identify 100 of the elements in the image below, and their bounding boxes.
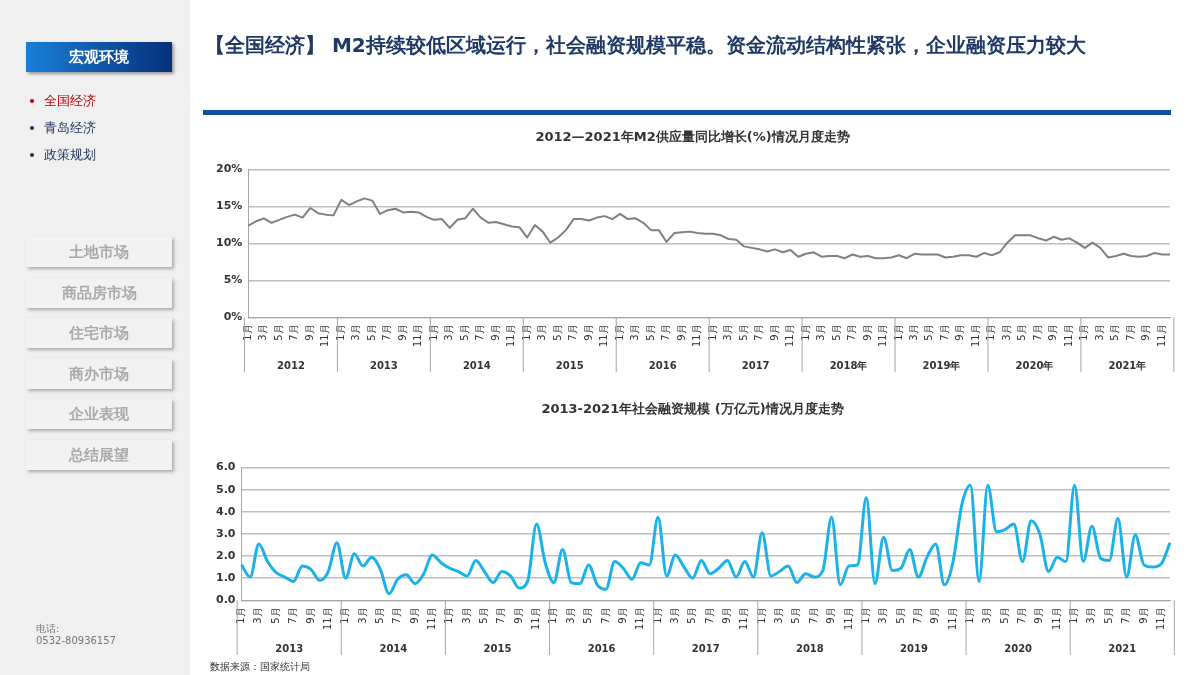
- x-tick-label: 11月: [505, 324, 517, 348]
- x-tick-label: 11月: [425, 607, 437, 631]
- text: 【全国经济】 M2持续较低区域运行，社会融资规模平稳。资金流动结构性紧张，企业融资压力较大: [205, 32, 1087, 59]
- x-tick-label: 3月: [981, 607, 993, 624]
- x-tick-label: 7月: [753, 324, 765, 341]
- x-tick-label: 9月: [1047, 324, 1059, 341]
- x-tick-label: 7月: [495, 607, 507, 624]
- x-tick-label: 11月: [321, 607, 333, 631]
- x-tick-label: 1月: [799, 324, 811, 341]
- text: 2012: [277, 359, 305, 371]
- x-tick-label: 3月: [1093, 324, 1105, 341]
- x-tick-label: 1月: [443, 607, 455, 624]
- x-tick-label: 7月: [660, 324, 672, 341]
- x-tick-label: 3月: [356, 607, 368, 624]
- x-tick-label: 1月: [706, 324, 718, 341]
- x-tick-label: 3月: [564, 607, 576, 624]
- x-tick-label: 5月: [790, 607, 802, 624]
- x-tick-label: 3月: [350, 324, 362, 341]
- x-tick-label: 11月: [784, 324, 796, 348]
- text: 2013: [275, 642, 304, 654]
- x-tick-label: 5月: [644, 324, 656, 341]
- x-tick-label: 1月: [859, 607, 871, 624]
- text: 全国经济: [44, 92, 96, 110]
- y-tick-label: 0%: [223, 310, 243, 324]
- x-tick-label: 9月: [616, 607, 628, 624]
- x-tick-label: 5月: [830, 324, 842, 341]
- x-tick-label: 5月: [582, 607, 594, 624]
- x-tick-label: 1月: [651, 607, 663, 624]
- y-tick-label: 3.0: [215, 526, 236, 540]
- text: 2019年: [922, 359, 961, 371]
- text: 2014: [379, 642, 408, 654]
- x-tick-label: 11月: [1155, 324, 1167, 348]
- text: 2021: [1108, 642, 1137, 654]
- x-tick-label: 3月: [722, 324, 734, 341]
- x-tick-label: 7月: [846, 324, 858, 341]
- y-tick-label: 5.0: [215, 482, 236, 496]
- text: 2014: [462, 359, 491, 371]
- x-tick-label: 3月: [629, 324, 641, 341]
- x-tick-label: 9月: [825, 607, 837, 624]
- x-tick-label: 5月: [551, 324, 563, 341]
- x-tick-label: 7月: [911, 607, 923, 624]
- x-tick-label: 5月: [458, 324, 470, 341]
- x-tick-label: 7月: [1031, 324, 1043, 341]
- x-tick-label: 9月: [861, 324, 873, 341]
- x-tick-label: 7月: [391, 607, 403, 624]
- x-tick-label: 9月: [303, 324, 315, 341]
- x-tick-label: 3月: [460, 607, 472, 624]
- x-tick-label: 9月: [396, 324, 408, 341]
- x-tick-label: 11月: [412, 324, 424, 348]
- x-tick-label: 3月: [536, 324, 548, 341]
- text: 2017: [741, 359, 770, 371]
- x-tick-label: 11月: [530, 607, 542, 631]
- text: 商办市场: [26, 358, 172, 389]
- x-tick-label: 5月: [737, 324, 749, 341]
- x-tick-label: 7月: [381, 324, 393, 341]
- x-tick-label: 11月: [598, 324, 610, 348]
- x-tick-label: 11月: [1062, 324, 1074, 348]
- x-tick-label: 1月: [427, 324, 439, 341]
- x-tick-label: 7月: [288, 324, 300, 341]
- text: 企业表现: [26, 399, 172, 429]
- x-tick-label: 5月: [373, 607, 385, 624]
- text: 2013: [369, 359, 398, 371]
- line-series: [239, 483, 1172, 596]
- x-tick-label: 5月: [686, 607, 698, 624]
- x-tick-label: 1月: [613, 324, 625, 341]
- text: 2017: [691, 642, 720, 654]
- x-tick-label: 1月: [334, 324, 346, 341]
- x-tick-label: 5月: [998, 607, 1010, 624]
- y-tick-label: 6.0: [215, 460, 236, 474]
- x-tick-label: 3月: [252, 607, 264, 624]
- text: 宏观环境: [26, 42, 172, 72]
- text: 2018: [795, 642, 824, 654]
- source-note: 数据来源：国家统计局: [210, 660, 310, 672]
- x-tick-label: 11月: [969, 324, 981, 348]
- x-tick-label: 9月: [929, 607, 941, 624]
- x-tick-label: 5月: [923, 324, 935, 341]
- x-tick-label: 1月: [1068, 607, 1080, 624]
- y-tick-label: 5%: [223, 273, 243, 287]
- x-tick-label: 1月: [985, 324, 997, 341]
- x-tick-label: 5月: [1102, 607, 1114, 624]
- text: 青岛经济: [44, 119, 96, 137]
- x-tick-label: 11月: [946, 607, 958, 631]
- x-tick-label: 7月: [1120, 607, 1132, 624]
- x-tick-label: 1月: [964, 607, 976, 624]
- y-tick-label: 2.0: [215, 548, 236, 562]
- x-tick-label: 7月: [1124, 324, 1136, 341]
- x-tick-label: 3月: [877, 607, 889, 624]
- x-tick-label: 11月: [634, 607, 646, 631]
- x-tick-label: 3月: [1085, 607, 1097, 624]
- chart-title: 2012—2021年M2供应量同比增长(%)情况月度走势: [535, 129, 850, 145]
- y-tick-label: 0.0: [215, 593, 236, 607]
- text: 2016: [587, 642, 616, 654]
- text: 2020年: [1015, 359, 1054, 371]
- chart-title: 2013-2021年社会融资规模 (万亿元)情况月度走势: [541, 401, 844, 417]
- x-tick-label: 3月: [443, 324, 455, 341]
- x-tick-label: 7月: [938, 324, 950, 341]
- x-tick-label: 11月: [842, 607, 854, 631]
- y-tick-label: 10%: [215, 236, 243, 250]
- y-tick-label: 1.0: [215, 571, 236, 585]
- x-tick-label: 5月: [894, 607, 906, 624]
